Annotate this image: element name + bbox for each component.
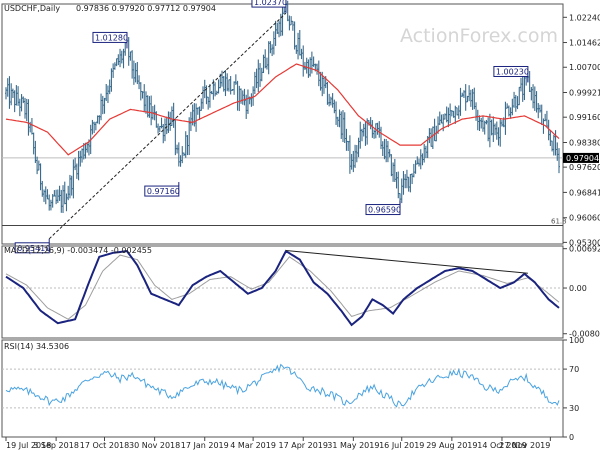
price-y-tick-label: 1.00700 [569, 63, 600, 72]
x-tick-label: 16 Jul 2019 [379, 441, 424, 450]
swing-label: 1.02370 [254, 0, 287, 7]
rsi-y-tick-label: 30 [569, 404, 579, 413]
swing-label: 0.95410 [17, 244, 50, 253]
x-tick-label: 29 Aug 2019 [426, 441, 477, 450]
rsi-pane-border [1, 339, 564, 438]
current-price-tag-bg [563, 152, 599, 163]
x-tick-label: 17 Apr 2019 [279, 441, 328, 450]
swing-label: 0.97160 [147, 187, 180, 196]
macd-trendline [285, 250, 528, 274]
x-tick-label: 3 Sep 2018 [33, 441, 79, 450]
x-tick-label: 19 Jul 2018 [6, 441, 51, 450]
price-y-tick-label: 0.97620 [569, 163, 600, 172]
x-tick-label: 4 Mar 2019 [230, 441, 276, 450]
macd-pane: 0.006927 0.00 -0.008049 [1, 245, 600, 339]
price-title: USDCHF,Daily [4, 4, 60, 13]
fib-618-label: 61.8 [551, 218, 567, 226]
watermark: ActionForex.com [400, 25, 558, 47]
macd-line [5, 249, 560, 327]
price-bars [5, 0, 560, 213]
swing-label-box [365, 204, 401, 216]
price-y-tick-label: 1.02240 [569, 13, 600, 22]
swing-label-box [493, 65, 529, 77]
macd-title: MACD(12,26,9) -0.003474 -0.002455 [4, 246, 152, 255]
price-pane: 1.02240 1.01462 1.00700 0.99921 0.99160 0.983… [1, 0, 600, 254]
x-tick-label: 17 Oct 2018 [80, 441, 129, 450]
macd-y-tick-label: -0.008049 [569, 330, 600, 339]
swing-label: 1.01280 [95, 33, 128, 42]
price-y-tick-label: 0.96060 [569, 214, 600, 223]
swing-label-box [92, 31, 128, 43]
swing-label-box [14, 242, 50, 254]
price-y-tick-label: 0.99160 [569, 113, 600, 122]
rsi-pane: 100 70 30 0 [1, 336, 584, 442]
swing-label-box [251, 0, 287, 8]
price-y-tick-label: 1.01462 [569, 39, 600, 48]
macd-y-tick-label: 0.006927 [569, 245, 600, 254]
price-y-tick-label: 0.95300 [569, 238, 600, 247]
current-price-tag-label: 0.97904 [566, 154, 599, 163]
macd-pane-border [1, 245, 564, 339]
price-y-tick-label: 0.99921 [569, 89, 600, 98]
x-tick-label: 30 Nov 2018 [129, 441, 180, 450]
swing-label: 1.00230 [496, 67, 529, 76]
rsi-title: RSI(14) 34.5306 [4, 342, 69, 351]
macd-y-tick-label: 0.00 [569, 284, 587, 293]
rsi-line [5, 363, 560, 408]
x-tick-label: 14 Oct 2019 [477, 441, 526, 450]
macd-signal-line [5, 254, 560, 320]
x-tick-label: 31 May 2019 [327, 441, 379, 450]
rsi-y-tick-label: 70 [569, 365, 579, 374]
rsi-y-tick-label: 100 [569, 336, 584, 345]
rsi-y-tick-label: 0 [569, 433, 574, 442]
x-tick-label: 17 Jan 2019 [181, 441, 229, 450]
price-y-tick-label: 0.98380 [569, 138, 600, 147]
price-trendline [48, 12, 287, 240]
price-y-tick-label: 0.96841 [569, 188, 600, 197]
ohlc-header: 0.97836 0.97920 0.97712 0.97904 [76, 4, 216, 13]
moving-average-line [5, 63, 560, 156]
current-price-tag: 0.97904 [563, 152, 599, 163]
swing-label: 0.96590 [368, 206, 401, 215]
x-tick-label: 27 Nov 2019 [499, 441, 550, 450]
swing-label-box [144, 185, 180, 197]
